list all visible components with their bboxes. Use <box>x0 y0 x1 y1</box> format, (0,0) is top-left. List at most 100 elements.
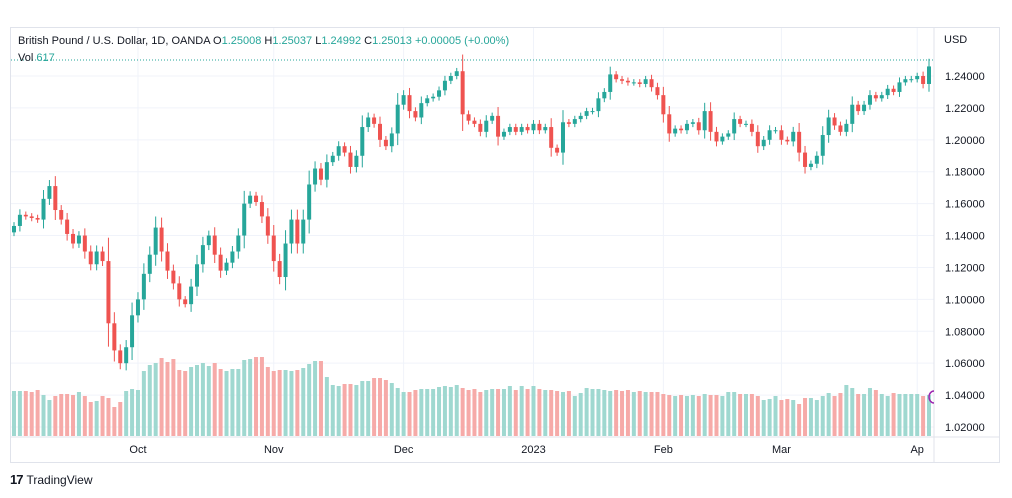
event-marker-icon[interactable] <box>928 390 935 404</box>
volume-bar <box>891 393 896 436</box>
volume-bar <box>856 394 861 436</box>
candle-body <box>667 114 672 134</box>
tradingview-logo[interactable]: 17 TradingView <box>10 472 93 487</box>
volume-bar <box>395 388 400 436</box>
candle-body <box>71 233 76 244</box>
volume-bar <box>814 400 819 436</box>
volume-legend: Vol 617 <box>18 52 55 64</box>
symbol-title[interactable]: British Pound / U.S. Dollar, 1D, OANDA <box>18 35 210 47</box>
candle-body <box>649 79 654 88</box>
volume-bar <box>431 389 436 436</box>
volume-bar <box>318 361 323 436</box>
price-axis[interactable]: 1.24000 1.22000 1.20000 1.18000 1.16000 1.140… <box>10 28 1000 462</box>
candle-body <box>832 117 837 126</box>
candle-body <box>106 261 111 324</box>
volume-bar <box>141 371 146 436</box>
candle-body <box>177 283 182 300</box>
volume-bar <box>124 391 129 436</box>
volume-bar <box>755 396 760 436</box>
volume-bar <box>785 399 790 436</box>
volume-bar <box>295 370 300 436</box>
x-tick-label: Dec <box>394 444 414 456</box>
volume-bar <box>366 381 371 436</box>
volume-bar <box>903 394 908 436</box>
candle-body <box>425 98 430 104</box>
y-tick-label: 1.24000 <box>945 71 985 83</box>
candle-body <box>307 184 312 220</box>
volume-bar <box>667 395 672 436</box>
volume-bar <box>637 391 642 436</box>
candle-body <box>879 95 884 99</box>
volume-bar <box>460 388 465 436</box>
candle-body <box>513 127 518 132</box>
volume-bar <box>501 389 506 436</box>
volume-bar <box>372 378 377 436</box>
volume-bar <box>555 391 560 436</box>
candle-body <box>472 120 477 124</box>
volume-bar <box>927 395 931 436</box>
volume-bar <box>195 365 199 436</box>
candle-body <box>401 95 406 105</box>
volume-bar <box>566 391 571 436</box>
volume-bar <box>383 380 388 436</box>
candle-body <box>94 251 99 265</box>
volume-bar <box>684 396 689 436</box>
volume-bar <box>602 390 607 436</box>
volume-bar <box>248 359 253 436</box>
volume-bar <box>513 390 518 436</box>
candle-body <box>844 123 849 132</box>
volume-bar <box>543 390 548 436</box>
volume-bar <box>850 388 855 436</box>
candle-body <box>555 147 560 153</box>
volume-bar <box>702 394 707 436</box>
volume-bar <box>773 396 778 436</box>
candle-body <box>100 251 105 262</box>
volume-bar <box>596 389 601 436</box>
candle-body <box>29 216 34 218</box>
candle-body <box>354 155 359 167</box>
candle-body <box>791 131 796 142</box>
volume-bar <box>35 390 40 436</box>
candle-body <box>383 139 388 147</box>
candle-body <box>637 82 642 84</box>
volume-bar <box>336 386 341 436</box>
candle-body <box>478 123 483 132</box>
candle-body <box>53 186 58 211</box>
volume-bar <box>625 390 630 436</box>
volume-bar <box>690 395 695 436</box>
currency-label[interactable]: USD <box>944 34 968 46</box>
candle-body <box>850 104 855 124</box>
volume-bar <box>761 400 766 436</box>
candle-body <box>224 262 229 271</box>
volume-bar <box>313 361 318 436</box>
candle-body <box>543 127 548 131</box>
time-axis[interactable]: Oct Nov Dec 2023 Feb Mar Ap <box>129 444 924 456</box>
volume-bar <box>767 399 772 436</box>
candle-body <box>206 235 211 246</box>
candle-body <box>389 133 394 147</box>
candle-body <box>561 122 565 153</box>
volume-bar <box>82 396 87 436</box>
tradingview-logo-icon: 17 <box>10 472 24 487</box>
volume-bar <box>218 369 223 436</box>
volume-bar <box>224 371 229 436</box>
volume-bar <box>88 402 93 436</box>
volume-bar <box>159 358 164 436</box>
candle-body <box>88 251 93 265</box>
open-label: O <box>213 35 222 47</box>
candle-body <box>147 254 152 274</box>
candle-body <box>620 79 625 81</box>
candle-body <box>378 123 382 140</box>
volume-bars <box>12 357 931 436</box>
y-tick-label: 1.02000 <box>945 422 985 434</box>
candle-body <box>690 122 695 124</box>
volume-bar <box>726 392 731 436</box>
volume-bar <box>29 392 34 436</box>
candle-body <box>17 214 22 226</box>
volume-label[interactable]: Vol <box>18 52 34 64</box>
volume-bar <box>549 390 554 436</box>
candle-body <box>873 95 878 99</box>
candle-body <box>348 152 353 167</box>
volume-bar <box>631 392 636 436</box>
